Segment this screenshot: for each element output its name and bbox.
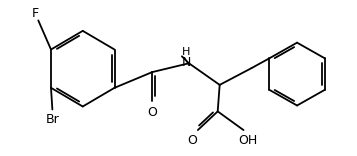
Text: O: O (147, 106, 157, 119)
Text: OH: OH (238, 134, 257, 147)
Text: F: F (31, 7, 39, 20)
Text: N: N (181, 56, 191, 69)
Text: H: H (182, 47, 190, 57)
Text: O: O (187, 134, 197, 147)
Text: Br: Br (46, 113, 60, 126)
